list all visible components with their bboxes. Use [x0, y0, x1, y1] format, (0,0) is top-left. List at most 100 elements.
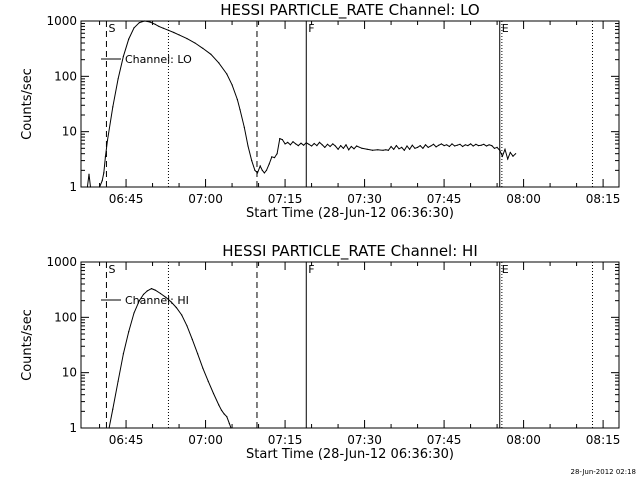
data-point — [326, 143, 329, 145]
data-point — [122, 353, 124, 355]
data-point — [422, 147, 424, 149]
data-point — [493, 147, 495, 149]
data-point — [212, 392, 215, 395]
data-point — [158, 25, 160, 27]
data-point — [292, 141, 294, 143]
data-point — [117, 78, 119, 80]
data-point — [218, 62, 220, 64]
data-point — [144, 20, 146, 22]
data-point — [501, 155, 503, 157]
x-tick-label: 07:45 — [427, 192, 462, 206]
data-point — [361, 147, 363, 149]
legend-label: Channel: LO — [125, 53, 192, 66]
x-tick-label: 06:45 — [109, 192, 144, 206]
x-tick-label: 07:00 — [188, 192, 223, 206]
data-point — [332, 143, 334, 145]
x-tick-label: 07:15 — [268, 433, 303, 447]
y-axis-label: Counts/sec — [20, 68, 35, 140]
data-point — [488, 144, 490, 146]
y-tick-label: 10 — [62, 366, 77, 380]
data-point — [202, 47, 204, 50]
data-point — [348, 149, 350, 151]
data-point — [220, 409, 223, 411]
x-tick-label: 07:30 — [347, 192, 382, 206]
data-point — [398, 148, 400, 150]
data-point — [173, 31, 175, 34]
data-point — [459, 143, 461, 145]
data-point — [239, 109, 241, 111]
data-point — [89, 186, 92, 188]
data-point — [470, 143, 472, 145]
event-marker-label: S — [108, 22, 115, 35]
data-point — [456, 144, 458, 146]
data-point — [251, 160, 253, 162]
chart-panel-2: HESSI PARTICLE_RATE Channel: HI 1 10 100 100… — [20, 242, 620, 462]
data-point — [226, 416, 228, 418]
data-point — [483, 143, 485, 145]
data-point — [318, 141, 321, 143]
x-tick-label: 08:15 — [586, 433, 621, 447]
data-point — [202, 367, 204, 369]
data-point — [99, 186, 101, 188]
data-point — [138, 300, 140, 302]
data-point — [356, 145, 358, 147]
data-point — [122, 55, 124, 57]
x-tick-label: 07:15 — [268, 192, 303, 206]
y-tick-label: 1 — [69, 421, 77, 435]
data-point — [150, 288, 153, 290]
data-point — [377, 149, 379, 151]
data-point — [353, 148, 355, 150]
data-point — [382, 149, 384, 151]
data-point — [287, 141, 289, 143]
data-point — [417, 146, 419, 148]
data-point — [210, 53, 212, 55]
data-point — [305, 142, 307, 144]
data-point — [133, 312, 135, 314]
x-tick-label: 06:45 — [109, 433, 144, 447]
data-point — [86, 186, 88, 188]
x-axis-label: Start Time (28-Jun-12 06:36:30) — [246, 447, 454, 462]
event-marker-label: S — [108, 263, 115, 276]
data-point — [279, 138, 281, 140]
data-point — [191, 338, 193, 340]
data-point — [162, 27, 164, 29]
footer-timestamp: 28-Jun-2012 02:18 — [571, 468, 637, 476]
data-point — [297, 145, 299, 147]
data-point — [231, 84, 233, 86]
y-tick-label: 100 — [54, 69, 77, 83]
data-point — [295, 143, 297, 145]
x-axis-label: Start Time (28-Jun-12 06:36:30) — [246, 206, 454, 221]
data-point — [393, 148, 395, 150]
data-point — [409, 148, 411, 150]
data-point — [345, 144, 347, 146]
data-point — [284, 143, 286, 145]
data-point — [261, 169, 263, 171]
data-point — [243, 126, 245, 128]
data-point — [401, 146, 403, 148]
data-point — [226, 73, 228, 75]
data-point — [230, 427, 232, 429]
data-point — [300, 142, 302, 144]
data-point — [308, 143, 310, 145]
data-point — [337, 148, 339, 150]
y-tick-label: 100 — [54, 310, 77, 324]
data-point — [475, 143, 477, 145]
data-point — [273, 157, 276, 159]
data-point — [149, 21, 151, 23]
data-point — [268, 163, 270, 165]
data-point — [477, 145, 480, 147]
x-tick-label: 07:00 — [188, 433, 223, 447]
data-point — [186, 325, 188, 327]
x-tick-label: 08:00 — [506, 433, 541, 447]
data-point — [228, 423, 230, 425]
x-tick-label: 07:30 — [347, 433, 382, 447]
data-point — [256, 172, 259, 174]
data-point — [175, 307, 177, 309]
data-point — [342, 147, 344, 149]
legend-label: Channel: HI — [125, 294, 189, 307]
data-point — [247, 145, 249, 147]
data-point — [281, 139, 283, 141]
data-point — [440, 143, 442, 145]
series-line — [108, 288, 232, 429]
